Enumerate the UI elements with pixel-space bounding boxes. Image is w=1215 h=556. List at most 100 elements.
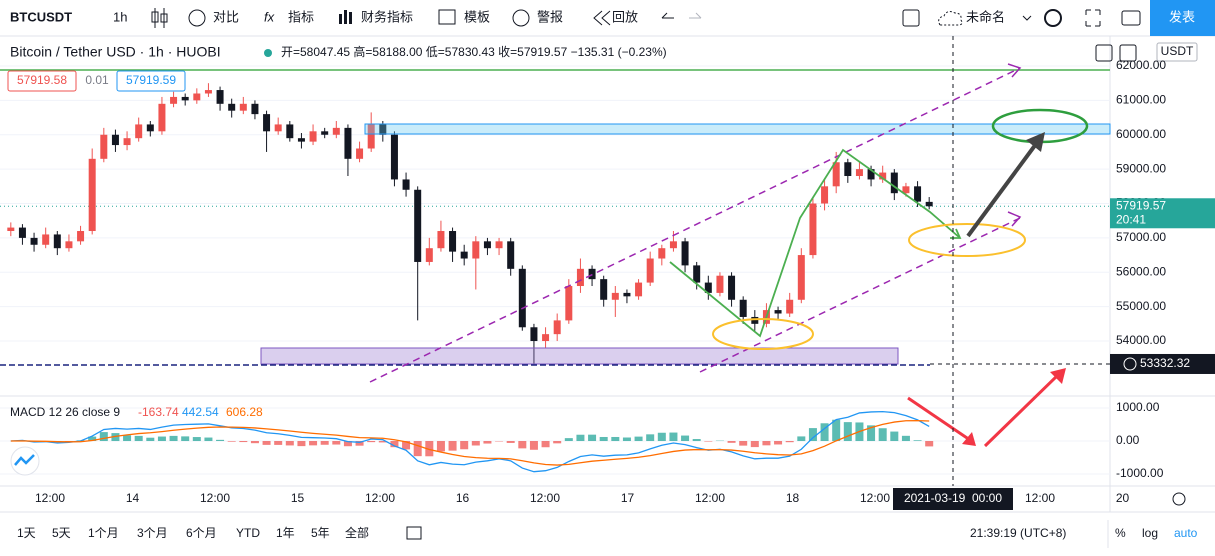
scale-option[interactable]: %: [1115, 526, 1126, 540]
redo-icon[interactable]: [689, 12, 702, 19]
range-button[interactable]: 1天: [17, 526, 36, 540]
snapshot-icon[interactable]: [1121, 10, 1141, 26]
histogram-bar: [239, 441, 248, 443]
range-button[interactable]: 5年: [311, 526, 330, 540]
template-icon[interactable]: [438, 9, 456, 25]
sell-price[interactable]: 57919.58: [17, 73, 67, 87]
axis-settings[interactable]: [1172, 492, 1186, 506]
cloud-icon[interactable]: [938, 11, 963, 26]
layout-name[interactable]: 未命名: [966, 9, 1005, 24]
histogram-bar: [216, 439, 225, 442]
symbol[interactable]: BTCUSDT: [10, 9, 72, 24]
currency[interactable]: USDT: [1161, 44, 1194, 58]
red-arrow: [907, 396, 971, 442]
buy-price[interactable]: 57919.59: [126, 73, 176, 87]
candle-body: [7, 227, 15, 232]
candle-body: [321, 131, 329, 135]
toolbar-item[interactable]: 财务指标: [361, 9, 413, 24]
histogram-bar: [529, 441, 538, 450]
channel-arrow: [1007, 63, 1022, 78]
candle-body: [356, 148, 364, 159]
candle-body: [437, 231, 445, 249]
candle-body: [786, 299, 794, 314]
histogram-bar: [250, 441, 259, 444]
range-button[interactable]: YTD: [236, 526, 260, 540]
range-button[interactable]: 5天: [52, 526, 71, 540]
replay-icon[interactable]: [593, 10, 611, 26]
histogram-bar: [123, 435, 132, 442]
y-tick-label: 54000.00: [1116, 333, 1166, 347]
candle-body: [925, 201, 933, 207]
candle-body: [146, 124, 154, 132]
candle-body: [669, 241, 677, 249]
histogram-bar: [646, 434, 655, 442]
scale-option[interactable]: auto: [1174, 526, 1198, 540]
drawings: [0, 36, 1111, 486]
fullscreen-icon[interactable]: [1085, 9, 1101, 27]
histogram-bar: [506, 441, 515, 443]
scale-option[interactable]: log: [1142, 526, 1158, 540]
range-button[interactable]: 1年: [276, 526, 295, 540]
y-tick-label: 57000.00: [1116, 230, 1166, 244]
histogram-bar: [843, 422, 852, 442]
toolbar-item[interactable]: 模板: [464, 9, 490, 24]
publish-label[interactable]: 发表: [1169, 9, 1195, 24]
sell-box[interactable]: [7, 70, 77, 92]
financials-icon[interactable]: [339, 10, 352, 24]
histogram-bar: [192, 437, 201, 442]
settings-icon[interactable]: [1044, 9, 1062, 27]
buy-box[interactable]: [116, 70, 186, 92]
x-tick-label: 12:00: [200, 491, 230, 505]
toolbar-item[interactable]: 对比: [213, 9, 239, 24]
toolbar: BTCUSDT 1h 对比 fx 指标 财务指标 模板 警报 回放 未命名 发表: [0, 0, 1215, 37]
histogram-bar: [181, 436, 190, 442]
range-button[interactable]: 全部: [345, 525, 369, 540]
indicator-icon[interactable]: fx: [264, 9, 275, 24]
candle-body: [30, 237, 38, 245]
range-button[interactable]: 6个月: [186, 526, 217, 540]
range-button[interactable]: 3个月: [137, 526, 168, 540]
candle-body: [53, 234, 61, 249]
histogram-bar: [99, 432, 108, 442]
compare-icon[interactable]: [188, 9, 206, 27]
toolbar-item[interactable]: 回放: [612, 9, 638, 24]
status-dot: [264, 49, 272, 57]
collapse-button[interactable]: [1095, 44, 1113, 62]
candle-body: [390, 134, 398, 180]
histogram-bar: [227, 441, 236, 442]
candle-body: [297, 138, 305, 142]
red-arrow: [983, 373, 1060, 448]
histogram-bar: [355, 441, 364, 446]
histogram-bar: [204, 437, 213, 442]
histogram-bar: [622, 437, 631, 442]
candle-body: [414, 189, 422, 262]
toolbar-item[interactable]: 指标: [288, 9, 314, 24]
alert-icon[interactable]: [512, 9, 530, 27]
candles: [7, 83, 934, 473]
candle-body: [542, 334, 550, 342]
interval[interactable]: 1h: [113, 9, 127, 24]
y-tick-label: 59000.00: [1116, 161, 1166, 175]
select-icon[interactable]: [902, 9, 920, 27]
histogram-bar: [169, 435, 178, 442]
dropdown-icon[interactable]: [1022, 15, 1032, 21]
range-button[interactable]: 1个月: [88, 526, 119, 540]
candle-body: [646, 258, 654, 283]
add-button[interactable]: [1123, 357, 1137, 371]
crosshair-time-label: 2021-03-19 00:00: [904, 491, 1002, 505]
candle-body: [472, 241, 480, 259]
maximize-button[interactable]: [1119, 44, 1137, 62]
candle-body: [797, 255, 805, 300]
currency-box[interactable]: [1156, 42, 1198, 62]
candle-body: [867, 169, 875, 180]
histogram-bar: [262, 441, 271, 445]
macd-hist-value: -163.74: [138, 405, 179, 419]
chart-type-icon[interactable]: [151, 8, 168, 28]
undo-icon[interactable]: [661, 12, 674, 19]
toolbar-item[interactable]: 警报: [537, 9, 563, 24]
publish-button[interactable]: [1150, 0, 1215, 36]
histogram-bar: [913, 440, 922, 442]
date-range-icon[interactable]: [406, 526, 422, 540]
countdown: 20:41: [1116, 212, 1146, 226]
